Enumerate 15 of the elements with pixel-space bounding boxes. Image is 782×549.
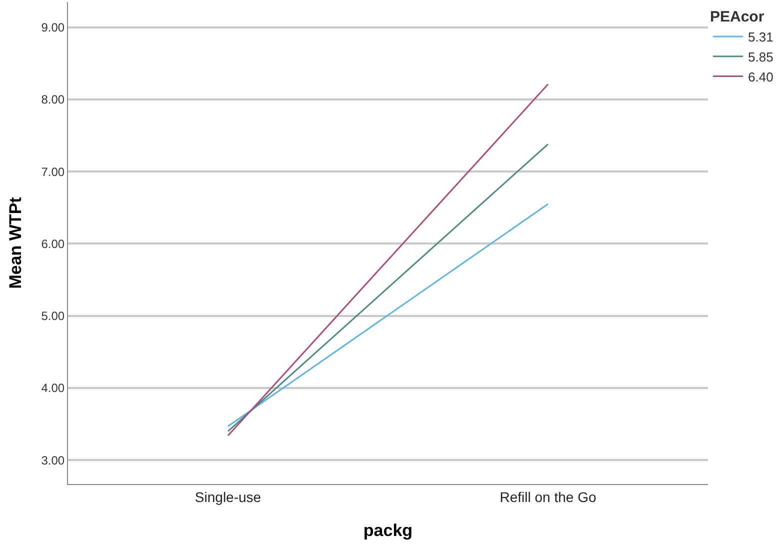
y-tick-label: 7.00 (41, 164, 65, 179)
legend-label: 6.40 (748, 69, 774, 84)
legend-title: PEAcor (710, 8, 764, 26)
y-tick-label: 4.00 (41, 381, 65, 396)
y-tick-label: 6.00 (41, 236, 65, 251)
y-tick-label: 8.00 (41, 92, 65, 107)
y-tick-label: 9.00 (41, 20, 65, 34)
y-axis-title: Mean WTPt (6, 196, 25, 289)
legend-label: 5.85 (748, 49, 774, 64)
legend-label: 5.31 (748, 30, 774, 45)
y-tick-label: 5.00 (41, 309, 65, 324)
x-tick-label: Refill on the Go (500, 488, 596, 505)
y-tick-label: 3.00 (41, 453, 65, 468)
x-axis-title: packg (363, 521, 413, 540)
x-tick-label: Single-use (194, 488, 262, 505)
